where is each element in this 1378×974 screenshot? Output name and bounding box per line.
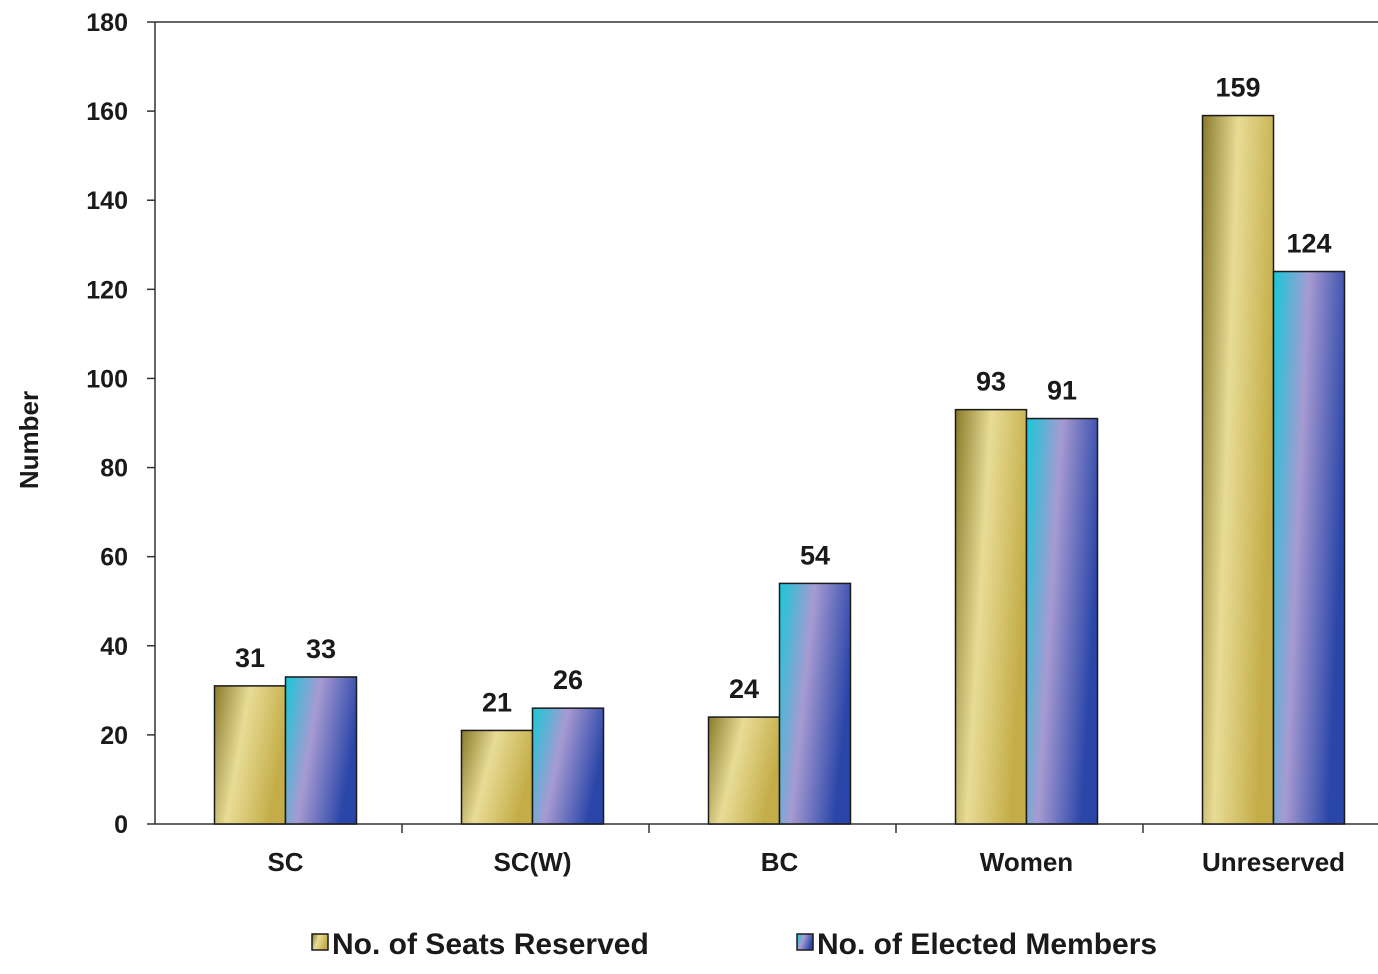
y-axis-title: Number: [14, 391, 44, 489]
bar-elected-members: [1272, 270, 1346, 825]
bar-elected-members: [778, 582, 852, 825]
legend-swatch: [311, 933, 329, 951]
legend-label: No. of Seats Reserved: [332, 928, 649, 961]
x-tick-label: SC(W): [494, 847, 572, 877]
y-tick-label: 0: [114, 811, 128, 839]
bar-seats-reserved: [954, 408, 1028, 825]
legend-swatch: [796, 933, 814, 951]
data-label: 159: [1215, 73, 1260, 103]
x-tick-label: Women: [980, 847, 1073, 877]
data-label: 54: [800, 540, 830, 570]
bar-seats-reserved: [707, 716, 781, 825]
bar-seats-reserved: [460, 729, 534, 825]
data-label: 21: [482, 687, 512, 717]
y-tick-label: 20: [100, 722, 128, 750]
y-tick-label: 120: [86, 276, 128, 304]
data-label: 24: [729, 674, 759, 704]
data-label: 124: [1286, 229, 1331, 259]
x-tick-label: BC: [761, 847, 799, 877]
data-label: 93: [976, 367, 1006, 397]
y-tick-label: 80: [100, 455, 128, 483]
y-tick-label: 140: [86, 187, 128, 215]
bars: [213, 114, 1346, 825]
bar-elected-members: [284, 676, 358, 825]
bar-seats-reserved: [213, 685, 287, 825]
legend-label: No. of Elected Members: [817, 928, 1157, 961]
data-label: 33: [306, 634, 336, 664]
data-labels: 31 33 21 26 24 54 93 91 159 124: [235, 73, 1332, 718]
y-tick-label: 180: [86, 9, 128, 37]
y-tick-label: 160: [86, 98, 128, 126]
data-label: 31: [235, 643, 265, 673]
axes: 0 20 40 60 80 100 120 140 160 180 Number SC SC(W) BC W…: [14, 9, 1378, 877]
y-tick-label: 60: [100, 544, 128, 572]
x-tick-label: Unreserved: [1202, 847, 1345, 877]
y-tick-label: 40: [100, 633, 128, 661]
bar-seats-reserved: [1201, 114, 1275, 825]
data-label: 91: [1047, 376, 1077, 406]
y-tick-label: 100: [86, 365, 128, 393]
bar-elected-members: [531, 707, 605, 825]
data-label: 26: [553, 665, 583, 695]
bar-elected-members: [1025, 417, 1099, 825]
legend: No. of Seats Reserved No. of Elected Memb…: [311, 928, 1157, 961]
x-tick-label: SC: [267, 847, 303, 877]
